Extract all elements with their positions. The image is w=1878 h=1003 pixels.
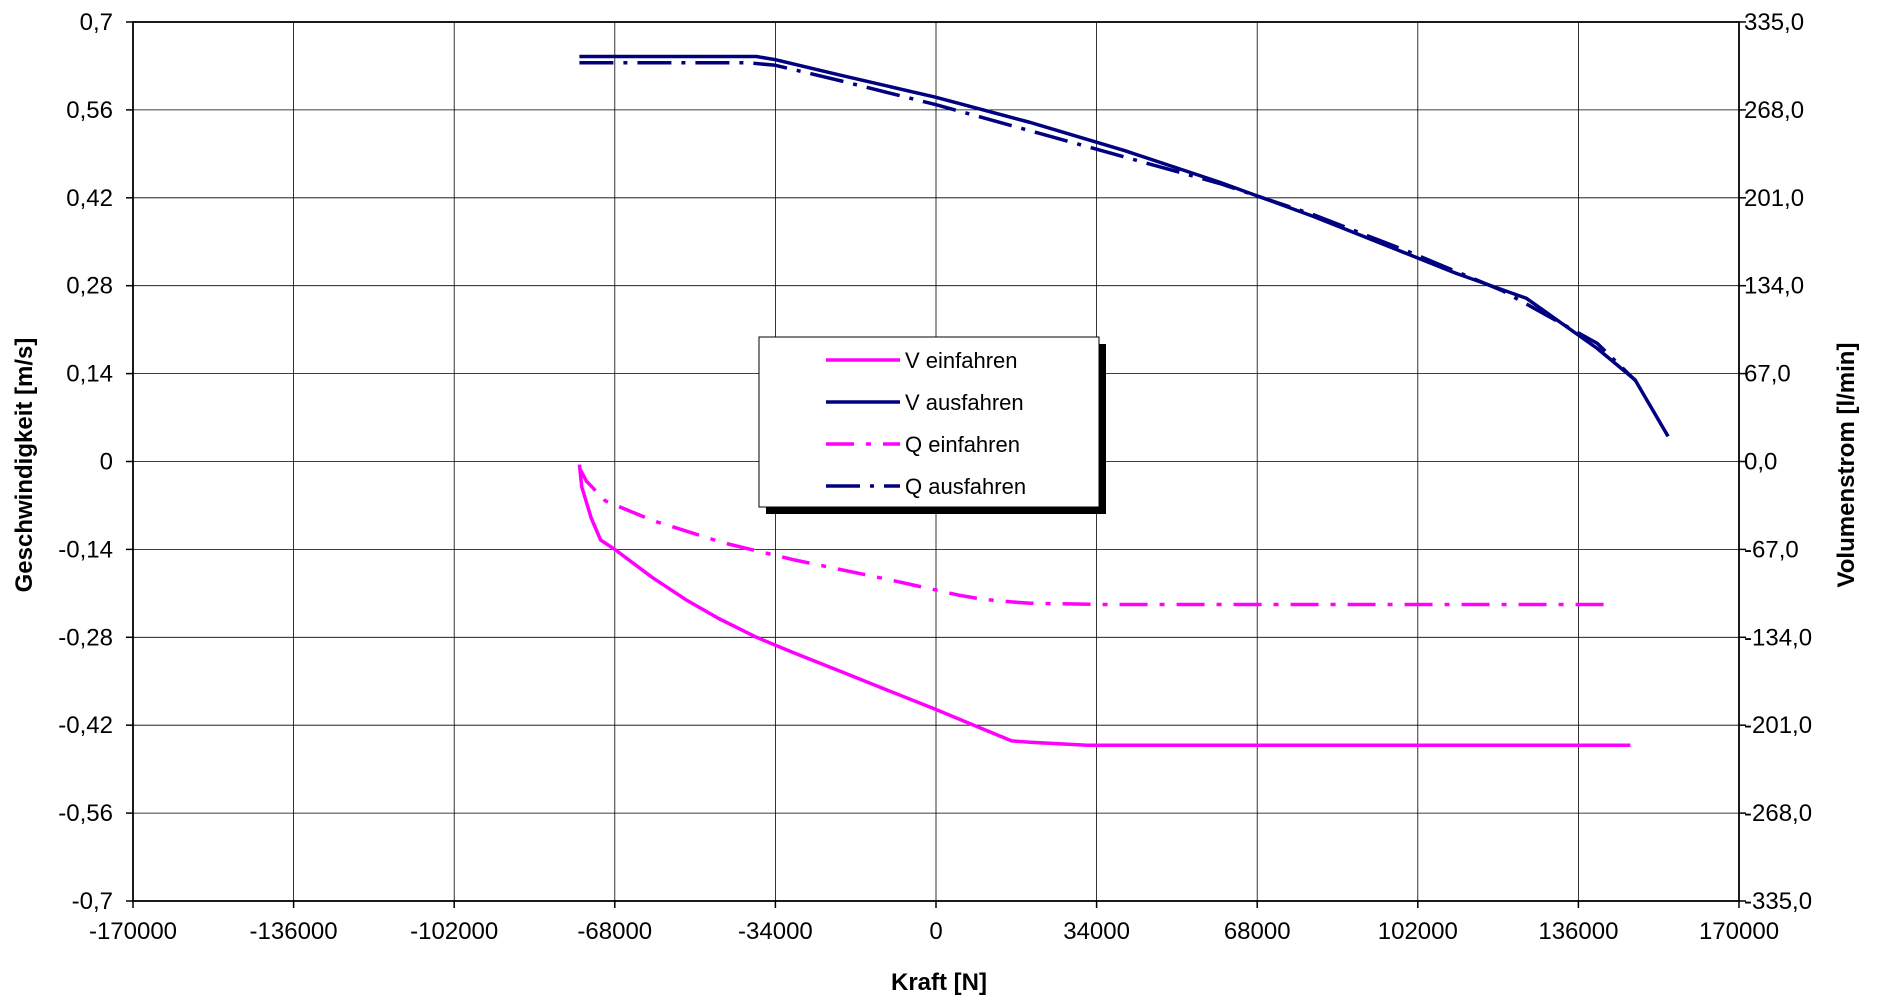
legend-label-v-einfahren: V einfahren <box>905 348 1018 373</box>
y-tick-label: 0 <box>100 449 113 476</box>
y-axis-title: Geschwindigkeit [m/s] <box>11 338 38 593</box>
axes <box>126 21 1746 908</box>
legend-label-q-ausfahren: Q ausfahren <box>905 474 1026 499</box>
series-group <box>577 54 1670 748</box>
y-tick-label: -0,42 <box>58 712 113 739</box>
y-tick-label: -0,28 <box>58 624 113 651</box>
y2-axis-title: Volumenstrom [l/min] <box>1833 343 1860 588</box>
y-tick-label: -0,56 <box>58 800 113 827</box>
x-tick-label: 68000 <box>1224 918 1291 945</box>
legend-label-q-einfahren: Q einfahren <box>905 432 1020 457</box>
y2-tick-label: -201,0 <box>1744 712 1812 739</box>
y-tick-label: -0,14 <box>58 536 113 563</box>
x-tick-label: 0 <box>929 918 942 945</box>
y2-tick-label: 201,0 <box>1744 185 1804 212</box>
legend-label-v-ausfahren: V ausfahren <box>905 390 1024 415</box>
y-tick-label: 0,28 <box>66 273 113 300</box>
y2-tick-label: -268,0 <box>1744 800 1812 827</box>
plot-area-border <box>132 21 1740 902</box>
y2-tick-label: -335,0 <box>1744 888 1812 915</box>
x-tick-label: 102000 <box>1378 918 1458 945</box>
series-line-v-ausfahren <box>579 54 1670 438</box>
y2-tick-label: 67,0 <box>1744 361 1791 388</box>
x-tick-label: -102000 <box>410 918 498 945</box>
x-tick-label: -68000 <box>577 918 652 945</box>
y-tick-label: 0,14 <box>66 361 113 388</box>
legend-box <box>758 336 1100 508</box>
x-tick-label: 34000 <box>1063 918 1130 945</box>
x-tick-label: -34000 <box>738 918 813 945</box>
y2-tick-label: -134,0 <box>1744 624 1812 651</box>
x-axis-title: Kraft [N] <box>891 969 987 996</box>
y-tick-label: 0,7 <box>80 9 113 36</box>
y-tick-label: 0,56 <box>66 97 113 124</box>
y-tick-label: 0,42 <box>66 185 113 212</box>
x-tick-label: -170000 <box>89 918 177 945</box>
x-tick-label: 136000 <box>1538 918 1618 945</box>
x-tick-label: -136000 <box>250 918 338 945</box>
y2-tick-label: 268,0 <box>1744 97 1804 124</box>
y2-tick-label: 134,0 <box>1744 273 1804 300</box>
series-line-v-einfahren <box>577 464 1631 748</box>
series-line-q-ausfahren <box>579 60 1637 382</box>
y-tick-label: -0,7 <box>72 888 113 915</box>
legend: V einfahren V ausfahren Q einfahren Q ausfa… <box>758 336 1106 514</box>
y2-tick-label: -67,0 <box>1744 536 1799 563</box>
series-line-q-einfahren <box>577 467 1607 607</box>
tick-labels: -170000 -136000 -102000 -68000 -34000 0 34000 6… <box>58 9 1812 945</box>
y2-tick-label: 0,0 <box>1744 449 1777 476</box>
x-tick-label: 170000 <box>1699 918 1779 945</box>
y2-tick-label: 335,0 <box>1744 9 1804 36</box>
